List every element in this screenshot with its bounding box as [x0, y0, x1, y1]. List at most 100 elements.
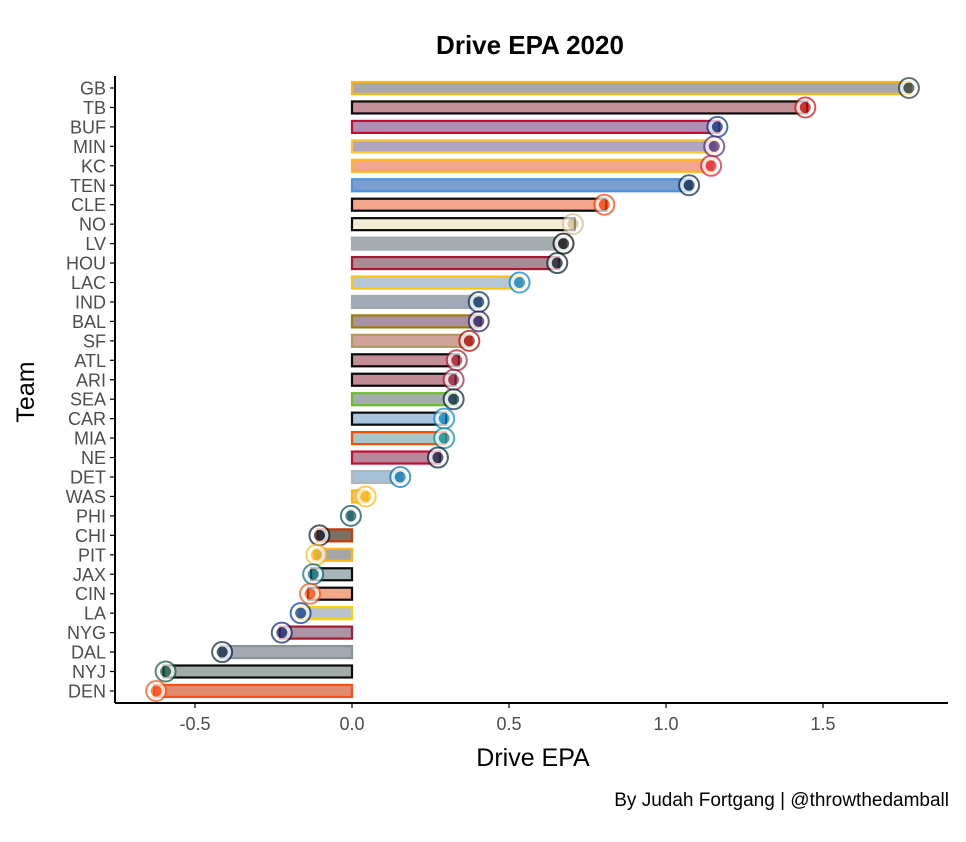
bar-buf — [350, 119, 721, 135]
bar-gb — [350, 80, 913, 96]
y-tick-label-ne: NE — [81, 448, 106, 468]
x-tick-label: 1.0 — [653, 714, 678, 734]
y-tick-label-ten: TEN — [70, 176, 106, 196]
lions-logo-icon — [389, 466, 412, 488]
y-tick-label-hou: HOU — [66, 254, 106, 274]
colts-logo-icon — [467, 290, 490, 313]
y-tick-label-ind: IND — [75, 292, 106, 312]
bar-bal — [350, 314, 482, 329]
y-tick-label-atl: ATL — [74, 351, 106, 371]
y-tick-label-buf: BUF — [70, 117, 106, 137]
bar-sea — [350, 392, 457, 407]
49ers-logo-icon — [458, 329, 481, 352]
logos-layer — [145, 77, 920, 702]
ravens-logo-icon — [467, 310, 490, 333]
jaguars-logo-icon — [302, 563, 325, 586]
vikings-logo-icon — [703, 135, 726, 158]
y-tick-label-was: WAS — [66, 487, 106, 507]
y-tick-label-mia: MIA — [74, 429, 106, 449]
chiefs-logo-icon — [700, 154, 723, 177]
bar-hou — [350, 255, 561, 271]
chart-title: Drive EPA 2020 — [436, 30, 624, 60]
panthers-logo-icon — [433, 407, 456, 430]
y-tick-label-lac: LAC — [71, 273, 106, 293]
y-tick-label-phi: PHI — [76, 506, 106, 526]
bars-layer — [153, 80, 913, 699]
y-tick-label-den: DEN — [68, 681, 106, 701]
x-axis-title: Drive EPA — [476, 744, 590, 772]
x-tick-label: 1.5 — [810, 714, 835, 734]
washington-logo-icon — [354, 485, 377, 508]
raiders-logo-icon — [552, 232, 575, 255]
jets-logo-icon — [154, 660, 177, 683]
y-tick-label-det: DET — [70, 468, 106, 488]
y-tick-label-car: CAR — [68, 409, 106, 429]
chart-caption: By Judah Fortgang | @throwthedamball — [614, 790, 949, 811]
bar-kc — [350, 158, 715, 173]
y-tick-label-jax: JAX — [73, 565, 106, 585]
y-tick-label-chi: CHI — [75, 526, 106, 546]
bar-ten — [350, 178, 693, 193]
texans-logo-icon — [546, 252, 569, 275]
cardinals-logo-icon — [442, 368, 465, 391]
bar-mia — [350, 431, 448, 446]
y-tick-label-tb: TB — [83, 98, 106, 118]
browns-logo-icon — [593, 193, 616, 216]
packers-logo-icon — [897, 77, 920, 99]
rams-logo-icon — [289, 602, 312, 625]
eagles-logo-icon — [339, 504, 362, 527]
y-tick-label-min: MIN — [73, 137, 106, 157]
bar-dal — [219, 644, 354, 660]
y-tick-label-cin: CIN — [75, 584, 106, 604]
bar-tb — [350, 100, 809, 115]
y-tick-label-sea: SEA — [70, 390, 106, 410]
falcons-logo-icon — [445, 349, 468, 372]
y-tick-label-no: NO — [79, 215, 106, 235]
y-axis-title: Team — [12, 361, 40, 422]
bar-den — [153, 683, 354, 699]
bengals-logo-icon — [299, 582, 322, 605]
saints-logo-icon — [561, 213, 584, 236]
y-axis: GBTBBUFMINKCTENCLENOLVHOULACINDBALSFATLA… — [66, 76, 116, 703]
bar-no — [350, 217, 577, 232]
cowboys-logo-icon — [211, 641, 234, 664]
bar-ari — [350, 372, 457, 387]
y-tick-label-kc: KC — [81, 156, 106, 176]
y-tick-label-gb: GB — [80, 79, 106, 99]
x-tick-label: 0.0 — [339, 714, 364, 734]
steelers-logo-icon — [305, 543, 328, 566]
buccaneers-logo-icon — [794, 96, 817, 119]
y-tick-label-bal: BAL — [72, 312, 106, 332]
y-tick-label-ari: ARI — [76, 370, 106, 390]
bar-lac — [350, 275, 523, 290]
y-tick-label-lv: LV — [85, 234, 106, 254]
seahawks-logo-icon — [442, 388, 465, 411]
bar-cle — [350, 197, 608, 212]
bar-ne — [350, 450, 442, 465]
patriots-logo-icon — [426, 446, 449, 469]
chargers-logo-icon — [508, 271, 531, 294]
bar-nyj — [162, 664, 354, 679]
y-tick-label-cle: CLE — [71, 195, 106, 215]
bar-ind — [350, 294, 482, 310]
x-axis: -0.5 0.0 0.5 1.0 1.5 — [115, 702, 948, 734]
x-tick-label: -0.5 — [179, 714, 210, 734]
bar-atl — [350, 353, 460, 368]
y-tick-label-nyg: NYG — [67, 623, 106, 643]
bears-logo-icon — [308, 524, 331, 547]
bar-min — [350, 139, 718, 154]
bar-car — [350, 411, 448, 426]
bills-logo-icon — [706, 115, 729, 138]
broncos-logo-icon — [145, 679, 168, 702]
giants-logo-icon — [270, 621, 293, 644]
bar-sf — [350, 333, 473, 348]
dolphins-logo-icon — [433, 427, 456, 450]
bar-lv — [350, 236, 567, 251]
titans-logo-icon — [678, 174, 701, 197]
y-tick-label-sf: SF — [83, 331, 106, 351]
y-tick-label-nyj: NYJ — [72, 662, 106, 682]
y-tick-label-dal: DAL — [71, 643, 106, 663]
x-tick-label: 0.5 — [496, 714, 521, 734]
y-tick-label-pit: PIT — [78, 545, 106, 565]
